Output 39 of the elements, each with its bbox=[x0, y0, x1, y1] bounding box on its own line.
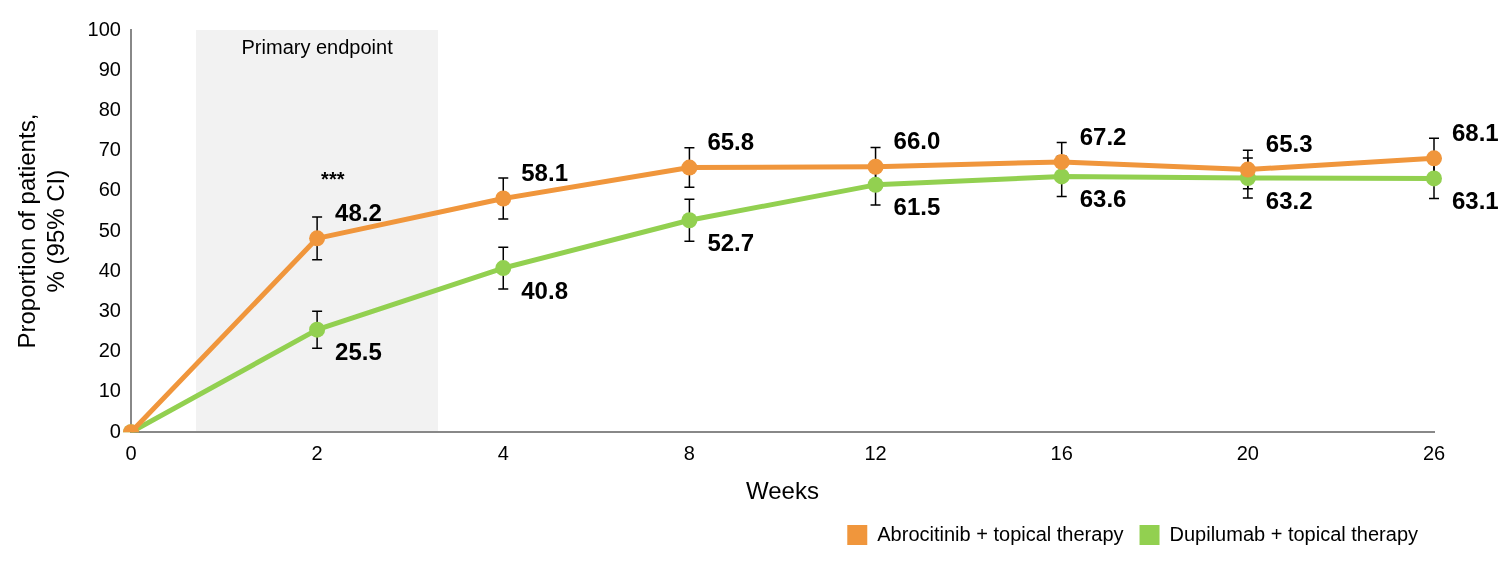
data-label: 68.1 bbox=[1452, 118, 1499, 146]
y-tick-label: 60 bbox=[98, 178, 121, 201]
legend-label: Abrocitinib + topical therapy bbox=[877, 522, 1124, 545]
x-axis-title: Weeks bbox=[746, 477, 819, 505]
x-tick-label: 12 bbox=[864, 441, 887, 464]
annotation: Primary endpoint bbox=[241, 35, 394, 58]
data-label: 63.1 bbox=[1452, 187, 1499, 215]
data-label: 67.2 bbox=[1079, 122, 1127, 150]
x-tick-label: 0 bbox=[125, 441, 137, 464]
data-label: 58.1 bbox=[521, 159, 568, 187]
x-tick-label: 26 bbox=[1422, 441, 1446, 464]
y-tick-label: 40 bbox=[98, 258, 121, 281]
y-tick-label: 0 bbox=[109, 419, 121, 442]
x-tick-label: 20 bbox=[1236, 441, 1259, 464]
x-tick-label: 2 bbox=[311, 441, 323, 464]
y-tick-label: 70 bbox=[98, 138, 121, 161]
x-tick-label: 8 bbox=[683, 441, 695, 464]
y-axis-title: Proportion of patients, % (95% CI) bbox=[13, 113, 69, 349]
data-label: 52.7 bbox=[707, 228, 755, 256]
data-label: 48.2 bbox=[335, 198, 382, 226]
legend-label: Dupilumab + topical therapy bbox=[1169, 522, 1419, 545]
y-tick-label: 100 bbox=[87, 17, 121, 40]
data-label: 63.6 bbox=[1079, 185, 1127, 213]
data-label: 65.8 bbox=[707, 128, 755, 156]
x-tick-label: 16 bbox=[1050, 441, 1073, 464]
y-tick-label: 90 bbox=[98, 57, 121, 80]
data-label: 66.0 bbox=[893, 127, 941, 155]
x-tick-label: 4 bbox=[497, 441, 509, 464]
annotation: *** bbox=[321, 167, 345, 190]
data-label: 25.5 bbox=[335, 338, 382, 366]
y-tick-label: 30 bbox=[98, 299, 121, 322]
y-tick-label: 10 bbox=[98, 379, 121, 402]
y-tick-label: 20 bbox=[98, 339, 121, 362]
data-label: 63.2 bbox=[1265, 186, 1313, 214]
y-tick-label: 50 bbox=[98, 218, 121, 241]
data-label: 40.8 bbox=[521, 276, 568, 304]
y-tick-label: 80 bbox=[98, 97, 121, 120]
data-label: 65.3 bbox=[1265, 130, 1313, 158]
data-label: 61.5 bbox=[893, 193, 941, 221]
